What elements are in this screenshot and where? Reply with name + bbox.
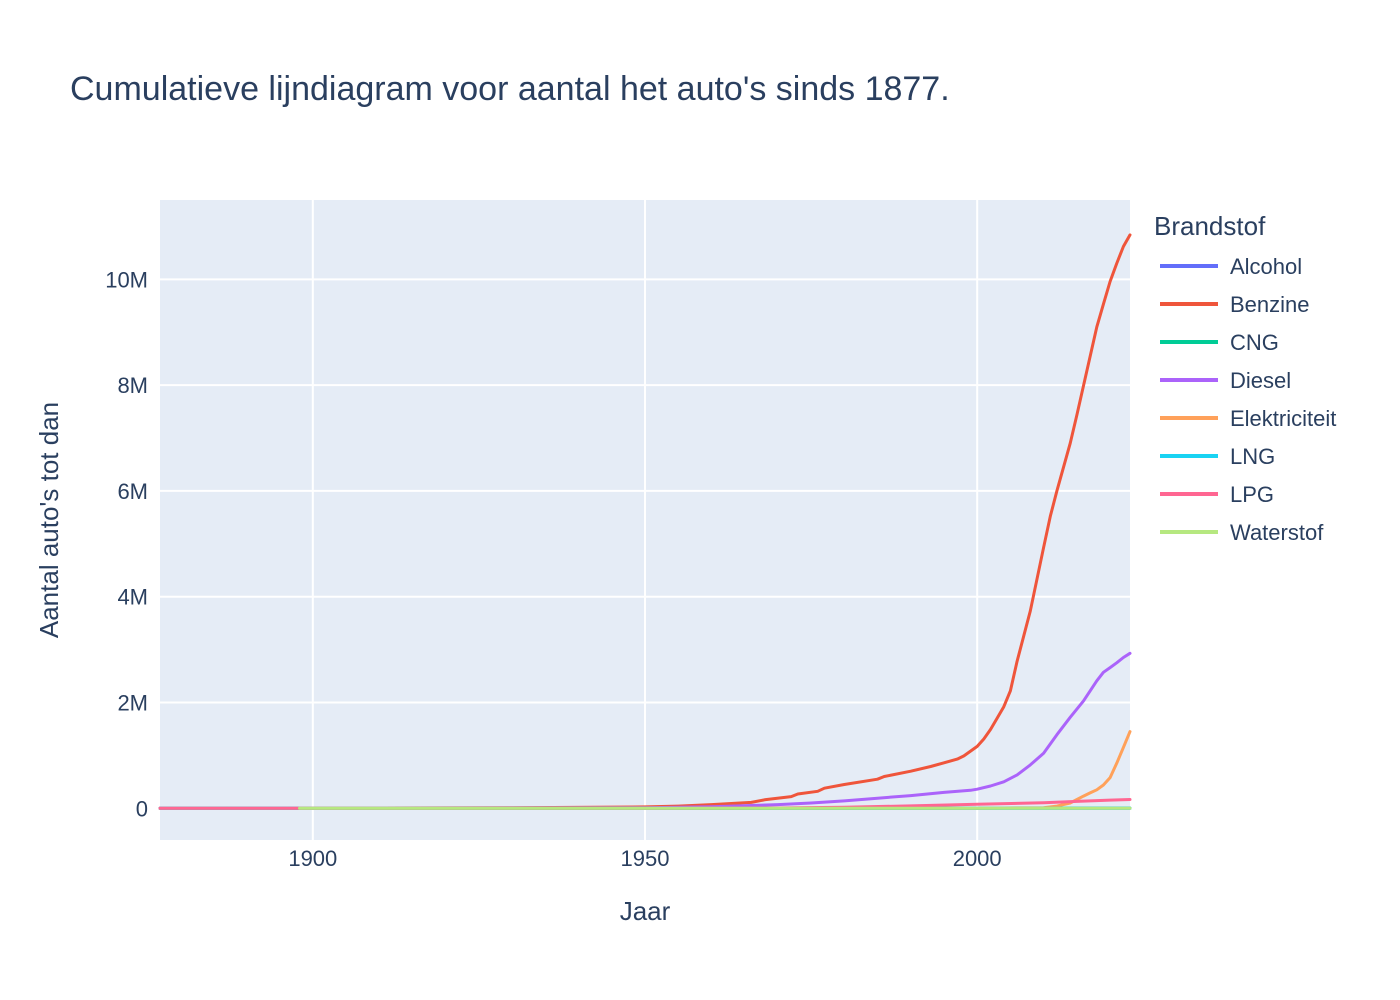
legend-item-lpg[interactable]: LPG — [1160, 482, 1274, 507]
legend-item-elektriciteit[interactable]: Elektriciteit — [1160, 406, 1336, 431]
y-tick-label: 8M — [117, 373, 148, 398]
legend-label: Alcohol — [1230, 254, 1302, 279]
x-tick-label: 1900 — [288, 846, 337, 871]
legend-title: Brandstof — [1154, 211, 1266, 241]
legend: Brandstof Alcohol Benzine CNG Diesel Elektri… — [1154, 211, 1336, 545]
y-axis-label: Aantal auto's tot dan — [34, 402, 64, 638]
y-tick-labels: 0 2M 4M 6M 8M 10M — [105, 267, 148, 821]
series-line-benzine — [158, 233, 1132, 810]
legend-label: Diesel — [1230, 368, 1291, 393]
x-axis-label: Jaar — [620, 896, 671, 926]
x-tick-labels: 1900 1950 2000 — [288, 846, 1001, 871]
legend-label: Waterstof — [1230, 520, 1324, 545]
legend-item-benzine[interactable]: Benzine — [1160, 292, 1310, 317]
x-gridlines — [311, 200, 979, 840]
legend-item-cng[interactable]: CNG — [1160, 330, 1279, 355]
legend-label: LPG — [1230, 482, 1274, 507]
chart-title: Cumulatieve lijndiagram voor aantal het … — [70, 70, 950, 108]
legend-label: LNG — [1230, 444, 1275, 469]
legend-item-diesel[interactable]: Diesel — [1160, 368, 1291, 393]
y-tick-label: 2M — [117, 690, 148, 715]
legend-label: Benzine — [1230, 292, 1310, 317]
legend-item-waterstof[interactable]: Waterstof — [1160, 520, 1324, 545]
legend-item-alcohol[interactable]: Alcohol — [1160, 254, 1302, 279]
legend-label: CNG — [1230, 330, 1279, 355]
legend-label: Elektriciteit — [1230, 406, 1336, 431]
y-tick-label: 4M — [117, 585, 148, 610]
legend-item-lng[interactable]: LNG — [1160, 444, 1275, 469]
x-tick-label: 1950 — [621, 846, 670, 871]
x-tick-label: 2000 — [953, 846, 1002, 871]
y-tick-label: 6M — [117, 479, 148, 504]
series-lines — [158, 233, 1132, 810]
y-tick-label: 10M — [105, 267, 148, 292]
series-line-diesel — [158, 651, 1132, 810]
y-tick-label: 0 — [136, 796, 148, 821]
legend-items: Alcohol Benzine CNG Diesel Elektriciteit LNG L… — [1160, 254, 1336, 545]
